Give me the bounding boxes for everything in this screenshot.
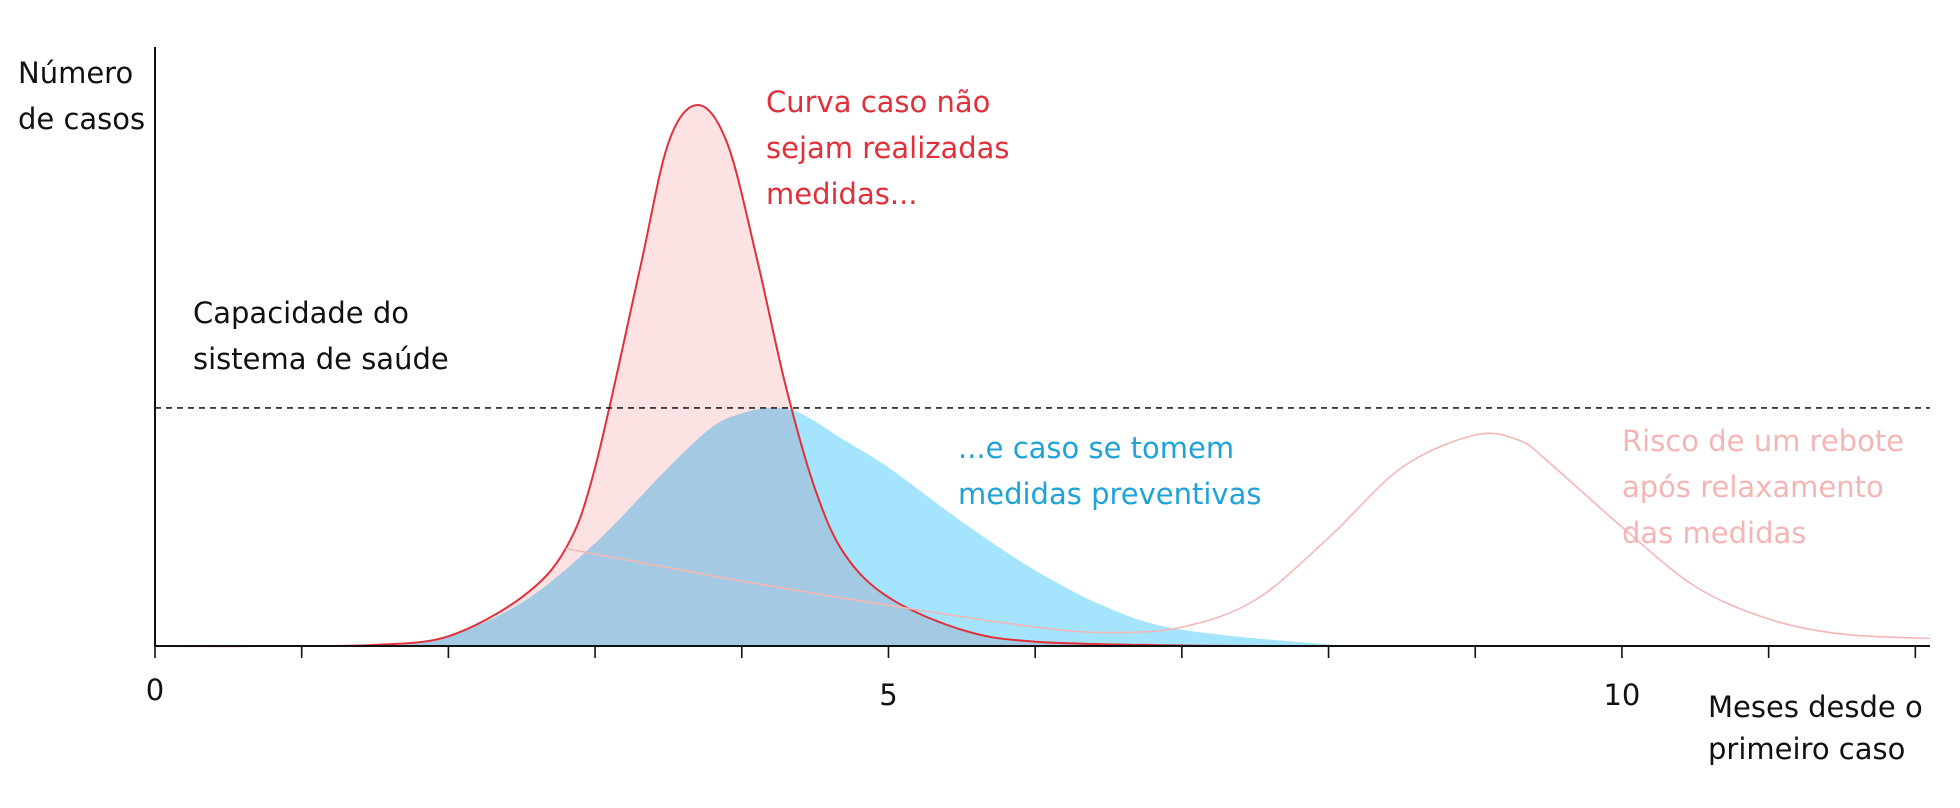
- annotation-rebote: Risco de um rebote após relaxamento das …: [1622, 418, 1904, 556]
- annotation-sem-medidas-line-1: Curva caso não: [766, 85, 991, 119]
- x-tick-label: 0: [145, 673, 165, 707]
- y-axis-label-line-2: de casos: [18, 102, 146, 136]
- x-ticks: [154, 646, 1917, 658]
- annotation-sem-medidas-line-2: sejam realizadas: [766, 131, 1010, 165]
- series-line-rebote: [565, 432, 1931, 640]
- capacity-annotation-line-1: Capacidade do: [193, 296, 409, 330]
- x-axis-label: Meses desde o primeiro caso: [1708, 686, 1923, 770]
- capacity-annotation: Capacidade do sistema de saúde: [193, 290, 449, 382]
- annotation-rebote-line-3: das medidas: [1622, 516, 1807, 550]
- x-axis-label-line-2: primeiro caso: [1708, 732, 1906, 766]
- series-line-sem_medidas: [154, 103, 1402, 648]
- annotation-sem-medidas: Curva caso não sejam realizadas medidas.…: [766, 79, 1010, 217]
- series-lines: [154, 103, 1931, 648]
- annotation-com-medidas-line-1: ...e caso se tomem: [958, 431, 1235, 465]
- annotation-sem-medidas-line-3: medidas...: [766, 177, 918, 211]
- series-area-sem_medidas: [155, 105, 1402, 647]
- series-area-com_medidas: [155, 408, 1402, 647]
- y-axis-label-line-1: Número: [18, 56, 134, 90]
- y-axis-label: Número de casos: [18, 50, 145, 142]
- annotation-com-medidas: ...e caso se tomem medidas preventivas: [958, 425, 1261, 517]
- annotation-com-medidas-line-2: medidas preventivas: [958, 477, 1262, 511]
- annotation-rebote-line-2: após relaxamento: [1622, 470, 1884, 504]
- capacity-annotation-line-2: sistema de saúde: [193, 342, 449, 376]
- series-fills: [155, 105, 1402, 647]
- x-tick-label: 10: [1603, 678, 1641, 712]
- x-axis-label-line-1: Meses desde o: [1708, 690, 1923, 724]
- annotation-rebote-line-1: Risco de um rebote: [1622, 424, 1905, 458]
- x-tick-label: 5: [879, 678, 898, 712]
